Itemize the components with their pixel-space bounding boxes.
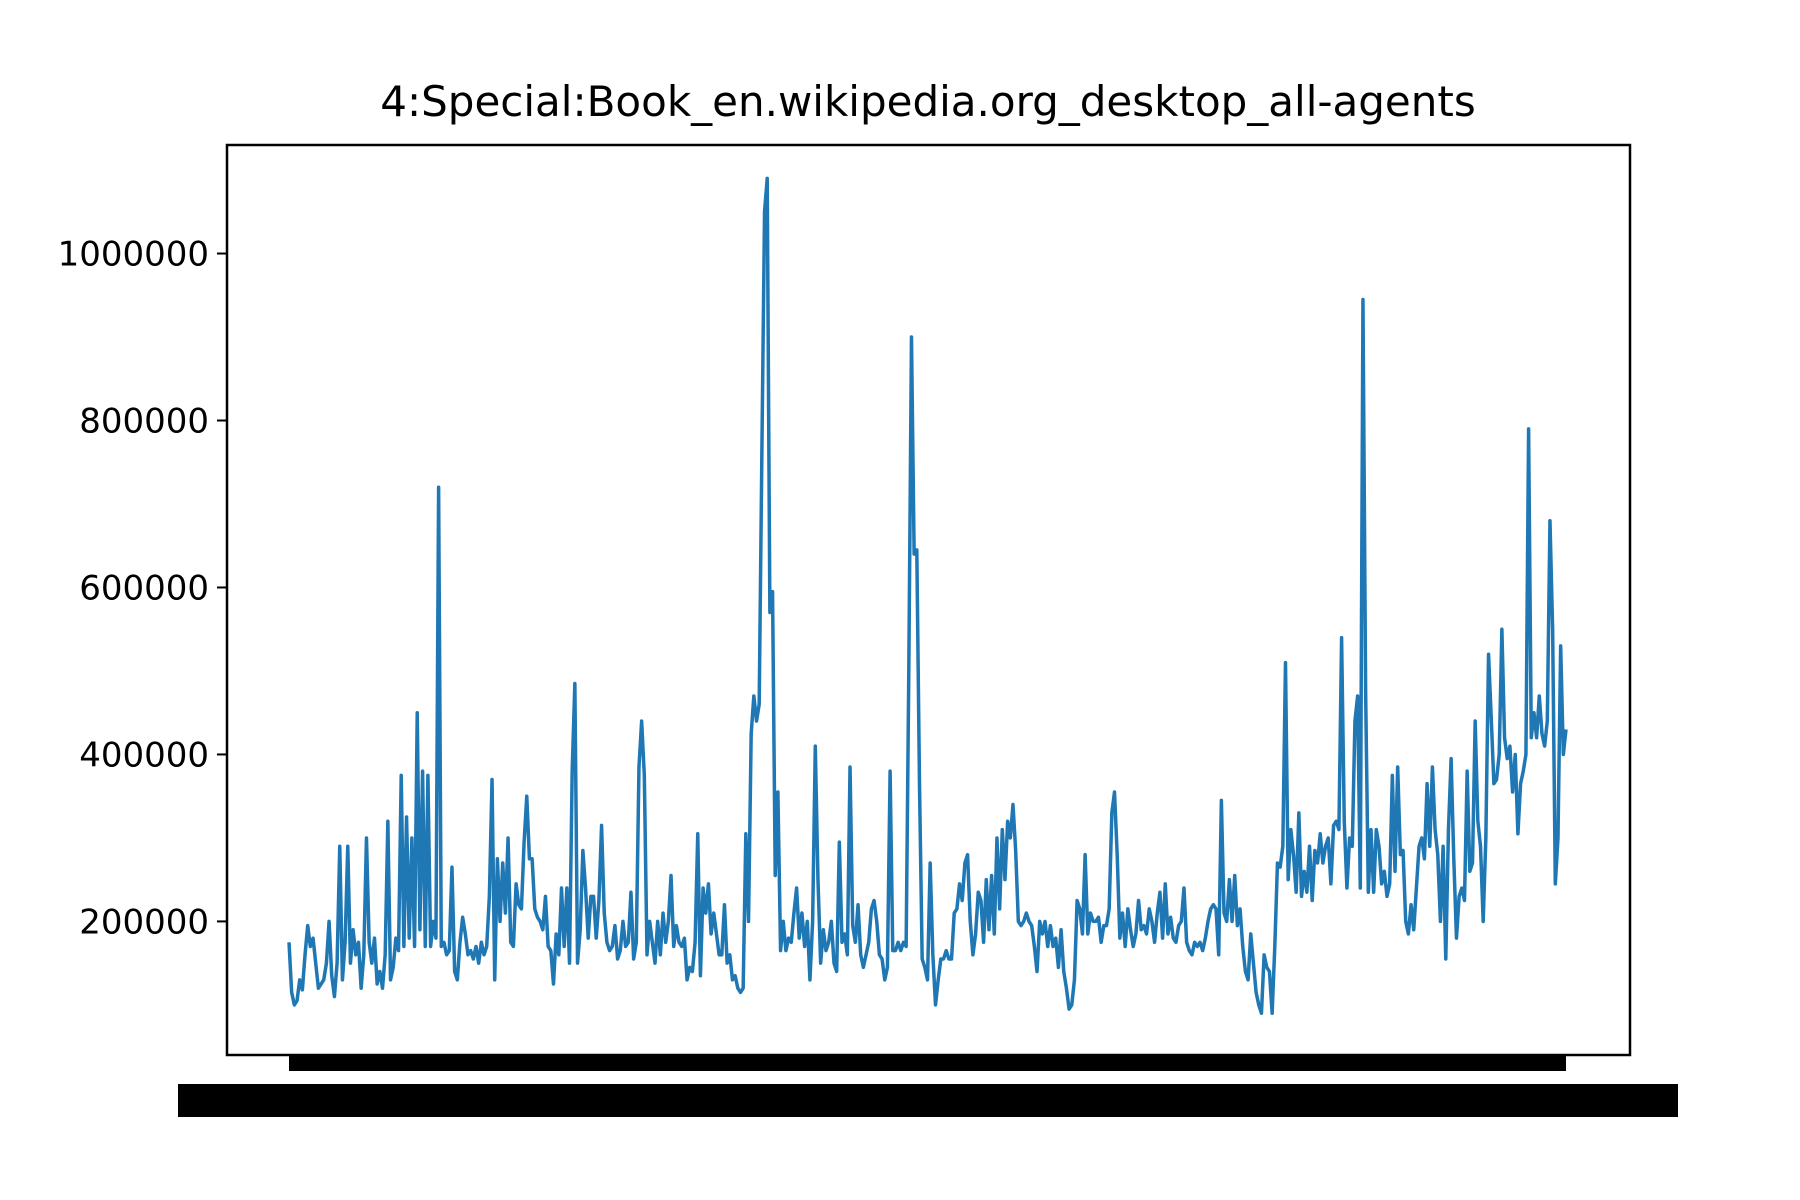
y-tick-label: 1000000 (58, 235, 209, 275)
x-tick-labels-overlapping (178, 1084, 1678, 1117)
y-axis: 200000 400000 600000 800000 1000000 (58, 235, 227, 942)
y-tick-label: 800000 (79, 402, 209, 442)
y-tick-label: 400000 (79, 735, 209, 775)
y-tick-label: 200000 (79, 902, 209, 942)
x-axis (178, 1055, 1678, 1117)
x-tick-marks (289, 1055, 1566, 1071)
plot-frame (225, 143, 1632, 1057)
chart-title: 4:Special:Book_en.wikipedia.org_desktop_… (380, 77, 1475, 126)
series-line (287, 176, 1568, 1016)
y-tick-label: 600000 (79, 568, 209, 608)
plot-area (287, 176, 1568, 1016)
